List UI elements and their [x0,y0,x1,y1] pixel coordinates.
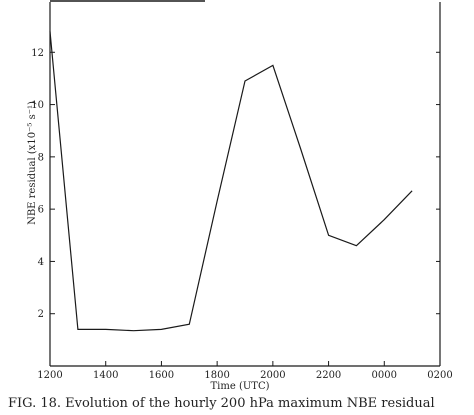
y-axis-ticks: 2 4 6 8 10 12 [31,48,440,320]
y-tick-label: 6 [38,205,44,216]
y-tick-label: 8 [38,152,44,163]
x-axis-ticks: 1200 1400 1600 1800 2000 2200 0000 0200 [37,361,453,381]
x-tick-label: 0200 [427,370,452,381]
x-tick-label: 0000 [372,370,397,381]
x-tick-label: 2000 [260,370,285,381]
x-tick-label: 1600 [149,370,174,381]
y-axis-label: NBE residual (x10⁻⁵ s⁻¹) [27,101,38,225]
x-axis-label: Time (UTC) [211,381,270,392]
y-tick-label: 10 [31,100,44,111]
plot-frame [49,0,441,367]
y-tick-label: 12 [31,48,44,59]
x-tick-label: 1400 [93,370,118,381]
figure-caption: FIG. 18. Evolution of the hourly 200 hPa… [8,396,435,411]
y-tick-label: 2 [38,309,44,320]
x-tick-label: 2200 [316,370,341,381]
y-tick-label: 4 [38,257,44,268]
x-tick-label: 1800 [204,370,229,381]
x-tick-label: 1200 [37,370,62,381]
series-line [49,31,413,332]
